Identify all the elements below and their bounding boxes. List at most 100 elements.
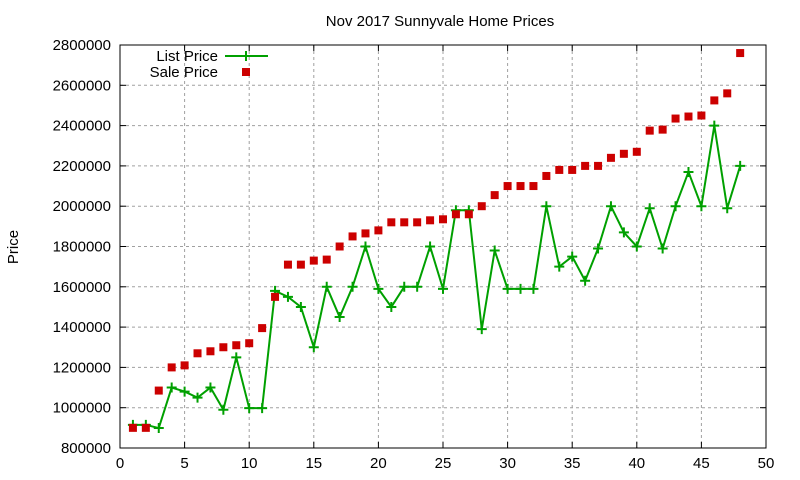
- list-price-point: [605, 201, 616, 212]
- sale-price-point: [529, 182, 538, 191]
- list-price-point: [231, 352, 242, 363]
- list-price-point: [502, 283, 513, 294]
- legend: List Price Sale Price: [150, 48, 268, 81]
- list-price-point: [476, 324, 487, 335]
- list-price-point: [373, 283, 384, 294]
- list-price-point: [438, 283, 448, 294]
- list-price-point: [179, 386, 190, 397]
- list-price-point: [282, 291, 293, 302]
- x-tick-label: 25: [435, 455, 452, 472]
- list-price-point: [735, 160, 746, 171]
- list-price-point: [489, 245, 500, 256]
- list-price-point: [541, 201, 552, 212]
- list-price-point: [308, 342, 319, 353]
- list-price-point: [205, 382, 216, 393]
- sale-price-point: [335, 242, 344, 251]
- sale-price-point: [271, 292, 280, 301]
- list-price-point: [192, 392, 203, 403]
- list-price-line: [132, 125, 742, 430]
- sale-price-point: [594, 161, 603, 170]
- list-price-point: [321, 281, 332, 292]
- sale-price-point: [723, 89, 732, 98]
- sale-price-point: [245, 339, 254, 348]
- x-tick-label: 10: [241, 455, 258, 472]
- sale-price-point: [490, 191, 499, 200]
- list-price-point: [528, 283, 539, 294]
- y-tick-label: 2200000: [53, 158, 111, 175]
- sale-price-point: [258, 324, 267, 333]
- list-price-point: [386, 301, 397, 312]
- sale-price-point: [555, 165, 564, 174]
- list-price-point: [399, 281, 410, 292]
- chart-title: Nov 2017 Sunnyvale Home Prices: [326, 13, 554, 30]
- sale-price-point: [516, 182, 525, 191]
- sale-price-point: [581, 161, 590, 170]
- x-tick-label: 50: [758, 455, 775, 472]
- sale-price-point: [710, 96, 719, 105]
- list-price-point: [722, 203, 733, 214]
- sale-price-point: [348, 232, 357, 241]
- x-tick-label: 35: [564, 455, 581, 472]
- y-tick-label: 1600000: [53, 279, 111, 296]
- x-tick-label: 30: [499, 455, 516, 472]
- x-tick-label: 20: [370, 455, 387, 472]
- y-tick-label: 2000000: [53, 198, 111, 215]
- sale-price-point: [283, 260, 292, 269]
- sale-price-point: [296, 260, 305, 269]
- list-price-point: [554, 261, 565, 272]
- list-price-point: [696, 201, 707, 212]
- list-price-point: [567, 251, 578, 262]
- sale-price-point: [464, 210, 473, 219]
- list-price-point: [218, 404, 229, 415]
- x-tick-label: 40: [628, 455, 645, 472]
- list-price-point: [644, 203, 655, 214]
- y-tick-label: 1400000: [53, 319, 111, 336]
- sale-price-point: [206, 347, 215, 356]
- sale-price-point: [658, 125, 667, 134]
- sale-price-point: [400, 218, 409, 227]
- legend-marker-sale-price: [242, 68, 250, 76]
- sale-price-point: [645, 126, 654, 135]
- list-price-point: [360, 241, 371, 252]
- sale-price-point: [180, 361, 189, 370]
- y-axis-label: Price: [5, 230, 22, 264]
- y-tick-label: 800000: [61, 440, 111, 457]
- sale-price-point: [167, 363, 176, 372]
- sale-price-point: [568, 165, 577, 174]
- sale-price-point: [387, 218, 396, 227]
- x-tick-label: 15: [305, 455, 322, 472]
- sale-price-point: [413, 218, 422, 227]
- sale-price-point: [477, 202, 486, 211]
- list-price-point: [166, 382, 177, 393]
- list-price-point: [683, 166, 694, 177]
- sale-price-point: [684, 112, 693, 121]
- y-tick-label: 1000000: [53, 400, 111, 417]
- x-tick-label: 0: [116, 455, 124, 472]
- list-price-point: [412, 281, 423, 292]
- sale-price-point: [503, 182, 512, 191]
- y-tick-label: 2800000: [53, 37, 111, 54]
- list-price-point: [347, 281, 358, 292]
- sale-price-point: [542, 171, 551, 180]
- list-price-point: [515, 283, 526, 294]
- sale-price-point: [361, 229, 370, 238]
- list-price-point: [593, 243, 604, 254]
- sale-price-point: [606, 153, 615, 162]
- sale-price-point: [671, 114, 680, 123]
- list-price-point: [153, 423, 164, 434]
- sale-price-point: [736, 49, 745, 58]
- list-price-point: [580, 275, 591, 286]
- x-tick-label: 5: [180, 455, 188, 472]
- legend-marker-list-price: [241, 51, 251, 61]
- sale-price-point: [426, 216, 435, 225]
- sale-price-point: [374, 226, 383, 235]
- list-price-point: [257, 403, 268, 414]
- list-price-point: [618, 227, 629, 238]
- y-tick-label: 1800000: [53, 239, 111, 256]
- sale-price-point: [128, 423, 137, 432]
- sale-price-point: [154, 386, 163, 395]
- sale-price-point: [619, 149, 628, 158]
- list-price-point: [670, 201, 681, 212]
- sale-price-point: [309, 256, 318, 265]
